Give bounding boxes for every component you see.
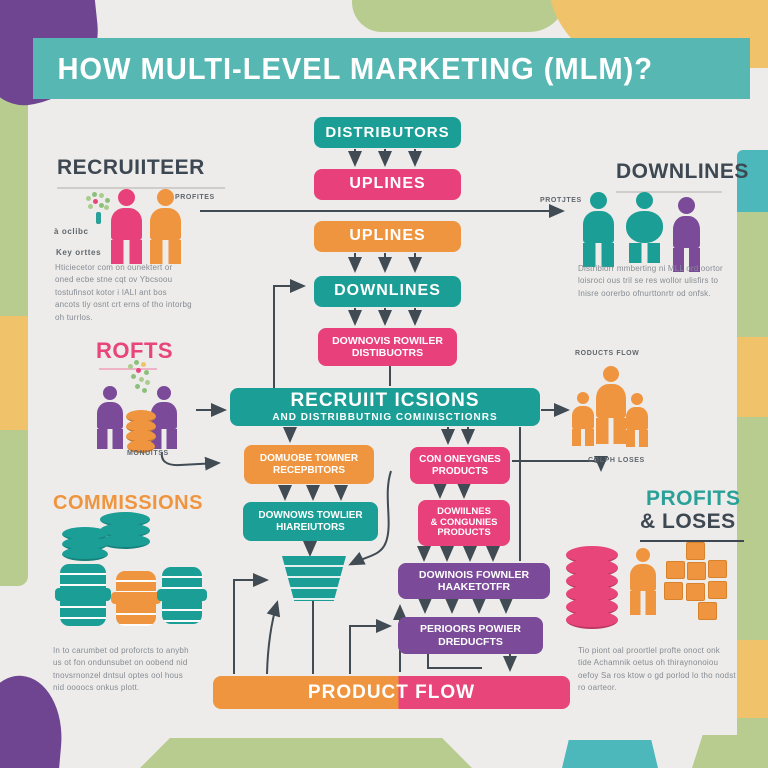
- rofts-heading: ROFTS: [96, 338, 174, 363]
- flow-box-line1: PERIOORS POWIER: [420, 623, 521, 636]
- flow-box-line2: AND DISTRIBBUTNIG COMINISCTIONRS: [272, 412, 498, 424]
- person-icon: [583, 192, 614, 267]
- person-icon: [626, 192, 663, 263]
- recruiter-heading: RECRUIITEER: [57, 156, 205, 179]
- coin-basket-icon: [126, 410, 156, 453]
- flow-box-label: DOWNLINES: [334, 282, 441, 300]
- downlines-heading: DOWNLINES: [616, 160, 749, 183]
- flow-box-downovis: DOWNOVIS ROWILER DISTIBUOTRS: [318, 328, 457, 366]
- flow-box-line2: HAAKETOTFR: [437, 581, 511, 593]
- rofts-underline: [99, 368, 157, 370]
- product-boxes-icon: [664, 542, 736, 620]
- profits-underline: [640, 540, 744, 542]
- flow-box-line2: HIAREIUTORS: [276, 521, 345, 533]
- recruiter-underline: [57, 187, 225, 189]
- downlines-body: Distriblorr mmberting ni MLL ord oortor …: [578, 264, 723, 298]
- flow-box-line1: RECRUIIT ICSIONS: [290, 390, 480, 412]
- bg-shape-bottom-right-green: [692, 735, 768, 768]
- title-banner: HOW MULTI-LEVEL MARKETING (MLM)?: [33, 38, 750, 99]
- downlines-underline: [616, 191, 722, 193]
- bg-shape-left-band-green-bottom: [0, 430, 28, 586]
- bg-shape-right-band-green2: [737, 417, 768, 640]
- flow-box-line1: CON ONEYGNES: [419, 454, 501, 465]
- flow-box-line2: PRODUCTS: [431, 465, 489, 477]
- bg-shape-right-band-yellow2: [737, 640, 768, 718]
- flow-box-line1: DOMUOBE TOMNER: [259, 453, 359, 464]
- person-icon: [626, 393, 648, 447]
- person-icon: [150, 189, 181, 264]
- tree-icon: [84, 192, 114, 228]
- rofts-caption: MONUITSS: [127, 450, 169, 457]
- tree-trunk: [96, 212, 101, 224]
- person-icon: [673, 197, 700, 272]
- products-flow-label: RODUCTS FLOW: [575, 350, 640, 357]
- flow-box-line1: DOWIILNES: [437, 505, 491, 517]
- flow-box-line1: DOWNOVIS ROWILER: [332, 334, 443, 347]
- commissions-heading: COMMISSIONS: [53, 492, 203, 514]
- flow-box-line2: RECEPBITORS: [272, 464, 346, 476]
- flow-box-domuobe: DOMUOBE TOMNER RECEPBITORS: [244, 445, 374, 484]
- coin-stack-pink-icon: [566, 546, 620, 629]
- products-flow-caption: COLPH LOSES: [588, 457, 645, 464]
- person-icon: [572, 392, 594, 446]
- flow-box-periooors: PERIOORS POWIER DREDUCFTS: [398, 617, 543, 654]
- profits-heading-1: PROFITS: [646, 487, 741, 510]
- bg-shape-right-band-teal: [737, 150, 768, 212]
- bg-shape-right-band-green1: [737, 212, 768, 337]
- flow-box-con-products: CON ONEYGNES PRODUCTS: [410, 447, 510, 484]
- flow-box-downows: DOWNOWS TOWLIER HIAREIUTORS: [243, 502, 378, 541]
- person-icon: [111, 189, 142, 264]
- flow-box-line2: DISTIBUOTRS: [351, 347, 424, 359]
- flow-box-line1: DOWINOIS FOWNLER: [418, 568, 530, 581]
- bg-shape-bottom-green-trapezoid: [140, 738, 472, 768]
- bg-shape-left-band-yellow: [0, 316, 28, 430]
- bg-shape-top-green: [352, 0, 567, 32]
- product-flow-label: PRODUCT FLOW: [307, 681, 476, 703]
- coin-pile-icon: [100, 512, 152, 552]
- flow-box-line1: DOWNOWS TOWLIER: [258, 510, 363, 521]
- flow-box-uplines-2: UPLINES: [314, 221, 461, 252]
- recruiter-caption-2: Key orttes: [56, 248, 102, 257]
- flow-box-recruit: RECRUIIT ICSIONS AND DISTRIBBUTNIG COMIN…: [230, 388, 540, 426]
- recruiter-caption-1: à oclibc: [54, 227, 89, 236]
- flow-box-label: DISTRIBUTORS: [325, 123, 450, 141]
- funnel-icon: [282, 556, 346, 601]
- flow-box-uplines-1: UPLINES: [314, 169, 461, 200]
- bg-shape-left-band-green-top: [0, 98, 28, 316]
- commissions-body: In to carumbet od proforcts to anybh us …: [53, 646, 189, 693]
- flow-box-label: UPLINES: [349, 227, 426, 245]
- coin-pile-icon: [62, 527, 110, 563]
- flow-box-distributors: DISTRIBUTORS: [314, 117, 461, 148]
- flow-box-line2: DREDUCFTS: [438, 635, 503, 648]
- flow-box-label: UPLINES: [349, 175, 426, 193]
- person-icon: [97, 386, 123, 449]
- person-icon: [596, 366, 626, 444]
- customer-group-icon: [572, 366, 676, 458]
- profits-left-label: PROFITES: [175, 194, 215, 201]
- coin-stack-icon: [157, 567, 207, 624]
- bg-shape-bottom-teal-trapezoid: [562, 740, 658, 768]
- bg-shape-right-band-yellow1: [737, 337, 768, 417]
- profits-right-label: PROTJTES: [540, 197, 582, 204]
- flow-box-line2: & CONGUNIES: [430, 516, 498, 528]
- coin-stack-icon: [111, 571, 161, 626]
- profits-heading-2: & LOSES: [640, 510, 736, 533]
- person-icon: [151, 386, 177, 449]
- profits-body: Tio piont oal proortlel profte onoct onk…: [578, 646, 736, 693]
- flow-box-dowiilnes: DOWIILNES & CONGUNIES PRODUCTS: [418, 500, 510, 546]
- coin-stack-icon: [55, 564, 111, 626]
- recruiter-body: Hticiecetor com on ounektert or oned ecb…: [55, 263, 192, 322]
- page-title: HOW MULTI-LEVEL MARKETING (MLM)?: [57, 51, 653, 86]
- product-flow-banner: PRODUCT FLOW: [213, 676, 570, 709]
- flow-box-downlines: DOWNLINES: [314, 276, 461, 307]
- flow-box-line3: PRODUCTS: [437, 527, 491, 539]
- flow-box-dowinois: DOWINOIS FOWNLER HAAKETOTFR: [398, 563, 550, 599]
- person-icon: [630, 548, 656, 615]
- plant-icon: [124, 360, 152, 408]
